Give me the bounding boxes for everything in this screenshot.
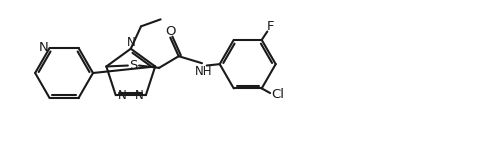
Text: S: S <box>129 59 138 72</box>
Text: N: N <box>118 89 127 102</box>
Text: N: N <box>135 89 144 102</box>
Text: F: F <box>266 20 274 33</box>
Text: N: N <box>126 36 135 49</box>
Text: O: O <box>165 25 175 38</box>
Text: N: N <box>39 41 48 54</box>
Text: NH: NH <box>195 65 213 78</box>
Text: Cl: Cl <box>271 88 284 101</box>
